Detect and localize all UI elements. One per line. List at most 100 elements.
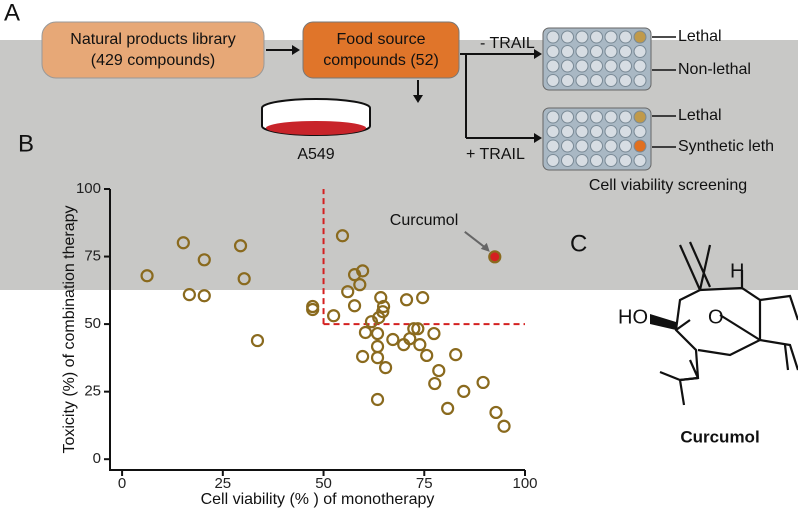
annotation: Curcumol (390, 212, 458, 229)
cell-line: A549 (297, 146, 334, 163)
box-text: (429 compounds) (91, 52, 216, 69)
point (250, 333, 265, 348)
wedge (650, 314, 676, 330)
point (356, 264, 370, 278)
point (420, 348, 434, 363)
well (590, 110, 603, 124)
y-axis-label: Toxicity (%) of combination therapy (61, 205, 78, 453)
point (386, 332, 400, 347)
well (575, 139, 589, 153)
well (561, 45, 574, 58)
well (575, 30, 589, 44)
well (604, 30, 618, 44)
x-tick-label: 0 (118, 475, 126, 492)
well (575, 74, 589, 87)
well (561, 125, 574, 138)
panel-label: C (570, 230, 587, 257)
point (413, 338, 427, 352)
well (546, 110, 560, 124)
well (546, 59, 560, 73)
food-box (302, 21, 460, 79)
x-tick-label: 75 (416, 475, 433, 492)
point (197, 253, 211, 267)
well (619, 154, 632, 167)
well (561, 30, 574, 44)
well (575, 110, 589, 124)
box-text: Natural products library (70, 31, 235, 48)
well (590, 125, 603, 138)
point (427, 326, 441, 341)
arrow-head (292, 45, 300, 55)
well (633, 125, 647, 138)
well (546, 30, 560, 44)
point (370, 392, 385, 407)
panel-label: B (18, 130, 34, 157)
point (488, 250, 502, 264)
x-tick-label: 100 (512, 475, 537, 492)
well (633, 154, 647, 167)
plate-label: Lethal (678, 28, 722, 45)
gray-band (0, 40, 798, 290)
arrow-head (534, 133, 542, 143)
well (604, 45, 618, 58)
well (590, 45, 603, 58)
well (633, 110, 647, 124)
arrow-head (413, 95, 423, 103)
well (604, 139, 618, 153)
well (633, 30, 647, 44)
plate-label: Non-lethal (678, 61, 751, 78)
well (590, 74, 603, 87)
arrow-head (534, 49, 542, 59)
condition: - TRAIL (480, 35, 535, 52)
y-tick-label: 75 (84, 248, 101, 265)
point (449, 348, 463, 362)
point (176, 236, 190, 250)
point (140, 269, 154, 283)
axes (109, 189, 525, 471)
point (327, 309, 341, 323)
well (619, 139, 632, 153)
well (619, 125, 632, 138)
point (306, 302, 320, 317)
point (370, 326, 385, 341)
plates (542, 27, 652, 171)
point (411, 322, 425, 336)
well (633, 45, 647, 58)
annotation-head (480, 242, 490, 252)
well (633, 74, 647, 87)
well (561, 110, 574, 124)
x-axis-label: Cell viability (% ) of monotherapy (201, 491, 435, 508)
point (497, 419, 511, 433)
point (197, 289, 211, 303)
well (561, 154, 574, 167)
structure (659, 241, 798, 406)
panel-label: A (4, 0, 20, 26)
well (590, 59, 603, 73)
well (619, 45, 632, 58)
point (370, 351, 385, 365)
point (358, 325, 373, 340)
well (561, 139, 574, 153)
y-tick-label: 0 (93, 450, 101, 467)
y-tick-label: 25 (84, 383, 101, 400)
point (457, 384, 471, 398)
screening: Cell viability screening (589, 177, 747, 194)
chart: 0 25 50 75 100 0 25 50 75 100 Cell viability (% ) … (61, 180, 537, 508)
box-text: Food source (337, 31, 426, 48)
well (575, 125, 589, 138)
well (619, 74, 632, 87)
well (561, 74, 574, 87)
well (604, 110, 618, 124)
well (590, 154, 603, 167)
well (633, 139, 647, 153)
point (376, 305, 390, 319)
x-tick-label: 25 (214, 475, 231, 492)
point (353, 278, 367, 292)
point (237, 272, 251, 286)
point (376, 299, 391, 314)
point (347, 299, 362, 313)
point (489, 405, 503, 420)
y-tick-label: 50 (84, 315, 101, 332)
library-box (41, 21, 265, 79)
point (233, 239, 248, 253)
